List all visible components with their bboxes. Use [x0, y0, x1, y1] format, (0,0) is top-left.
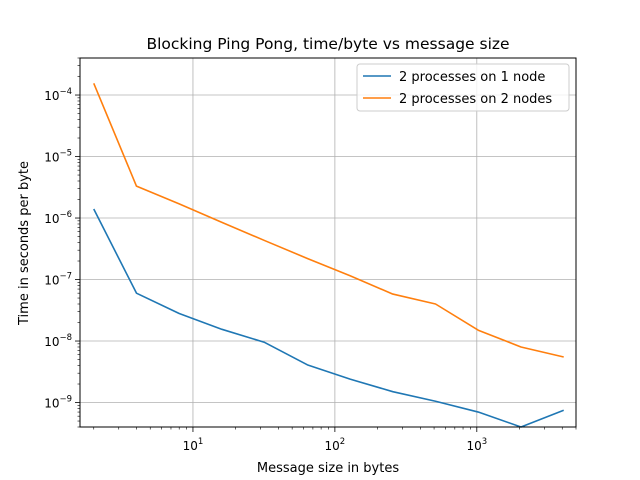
y-tick-label-exponent: −4 — [59, 87, 72, 97]
legend-label-2: 2 processes on 2 nodes — [399, 92, 552, 107]
y-tick-label-exponent: −8 — [59, 333, 72, 343]
x-tick-label: 102 — [325, 437, 346, 453]
x-tick-label-base: 10 — [183, 439, 198, 453]
y-tick-label: 10−6 — [44, 210, 72, 226]
grid-lines — [80, 58, 576, 427]
y-tick-label: 10−4 — [44, 87, 72, 103]
y-tick-label-base: 10 — [44, 335, 59, 349]
y-axis-ticks: 10−910−810−710−610−510−4 — [44, 57, 80, 428]
y-axis-label: Time in seconds per byte — [17, 161, 32, 326]
y-tick-label: 10−5 — [44, 149, 72, 165]
y-tick-label: 10−9 — [44, 395, 72, 411]
series-lines — [93, 83, 565, 428]
x-tick-label-exponent: 2 — [340, 437, 345, 447]
legend: 2 processes on 1 node 2 processes on 2 no… — [356, 63, 570, 112]
series-line-2 — [93, 83, 564, 358]
y-tick-label-base: 10 — [44, 397, 59, 411]
x-tick-label: 103 — [466, 437, 487, 453]
legend-label-1: 2 processes on 1 node — [399, 70, 545, 85]
x-tick-label-exponent: 1 — [198, 437, 203, 447]
y-tick-label-base: 10 — [44, 274, 59, 288]
y-tick-label: 10−8 — [44, 333, 72, 349]
series-line-1 — [93, 208, 565, 428]
y-tick-label-base: 10 — [44, 151, 59, 165]
x-tick-label-base: 10 — [325, 439, 340, 453]
chart-title: Blocking Ping Pong, time/byte vs message… — [146, 35, 509, 53]
y-tick-label-exponent: −7 — [59, 272, 72, 282]
y-tick-label: 10−7 — [44, 272, 72, 288]
y-tick-label-base: 10 — [44, 89, 59, 103]
x-axis-label: Message size in bytes — [257, 461, 399, 476]
legend-box — [356, 63, 570, 112]
y-tick-label-exponent: −9 — [59, 395, 72, 405]
y-tick-label-base: 10 — [44, 212, 59, 226]
y-tick-label-exponent: −5 — [59, 149, 72, 159]
x-tick-label-exponent: 3 — [482, 437, 487, 447]
y-tick-label-exponent: −6 — [59, 210, 72, 220]
x-tick-label: 101 — [183, 437, 204, 453]
x-axis-ticks: 101 102 103 — [93, 427, 577, 453]
x-tick-label-base: 10 — [466, 439, 481, 453]
